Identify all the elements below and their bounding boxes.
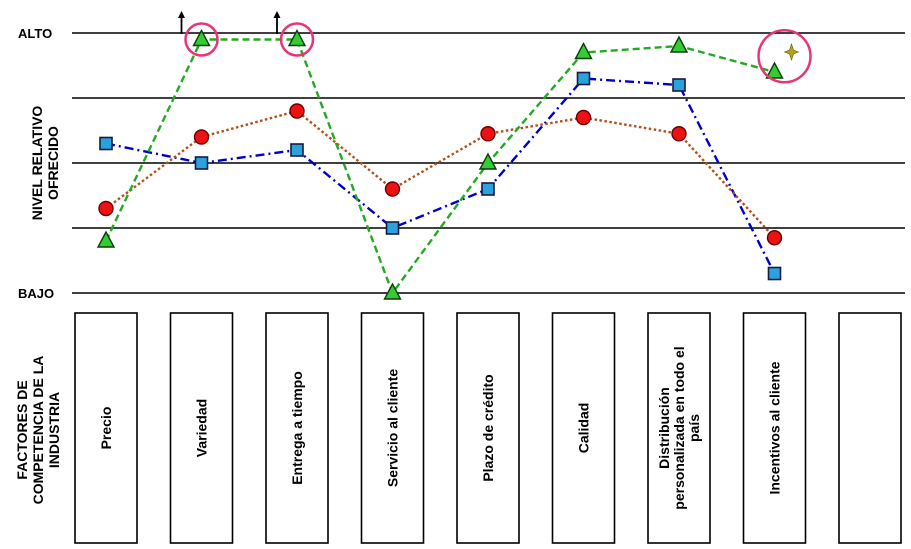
- data-point: [671, 126, 687, 142]
- x-axis-title-line: FACTORES DE: [14, 380, 30, 479]
- y-tick-labels: ALTO BAJO: [18, 26, 54, 301]
- data-point: [765, 61, 784, 79]
- data-point: [290, 143, 304, 157]
- data-point: [192, 29, 211, 47]
- data-point: [98, 200, 114, 217]
- category-box: [456, 312, 520, 544]
- category-label: Incentivos al cliente: [767, 361, 783, 494]
- series-line: [105, 109, 776, 239]
- data-point: [575, 109, 592, 126]
- category-box: [647, 312, 711, 544]
- category-label: Distribución: [656, 387, 672, 469]
- category-label: Plazo de crédito: [480, 374, 496, 481]
- data-point: [478, 152, 498, 170]
- data-point: [767, 266, 782, 281]
- data-point: [287, 29, 307, 47]
- data-point: [99, 136, 113, 151]
- y-axis-title-line: NIVEL RELATIVO: [29, 106, 45, 221]
- category-boxes: Precio Variedad Entrega a tiempo Servicio a…: [74, 312, 902, 544]
- data-point: [576, 71, 591, 86]
- highlight-circle: [757, 29, 812, 84]
- y-tick-label: ALTO: [18, 26, 52, 41]
- highlight-circle: [184, 22, 219, 57]
- category-box: [169, 312, 234, 544]
- data-point: [289, 103, 305, 119]
- category-box: [838, 312, 902, 544]
- x-axis-title-line: COMPETENCIA DE LA: [30, 356, 46, 505]
- data-point: [481, 182, 495, 196]
- category-box: [551, 312, 616, 544]
- data-point: [574, 42, 593, 60]
- series-line: [105, 77, 776, 275]
- category-label: país: [686, 414, 702, 442]
- data-point: [383, 282, 402, 300]
- data-point: [480, 126, 496, 142]
- data-point: [193, 129, 210, 145]
- category-box: [360, 312, 425, 544]
- data-point: [96, 230, 116, 248]
- x-axis-title-line: INDUSTRIA: [46, 392, 62, 468]
- category-label: personalizada en todo el: [671, 346, 687, 509]
- sparkle-icon: [783, 43, 800, 61]
- y-axis-title-line: OFRECIDO: [45, 126, 61, 200]
- category-box: [74, 312, 138, 544]
- arrow-up-icon: [178, 11, 185, 34]
- data-point: [669, 35, 689, 53]
- data-point: [385, 221, 400, 235]
- category-box: [742, 312, 807, 544]
- category-box: [265, 312, 329, 544]
- data-point: [194, 156, 209, 170]
- category-label: Precio: [98, 407, 114, 450]
- series-layer: [96, 29, 784, 300]
- series-triangle: [96, 29, 784, 300]
- category-label: Entrega a tiempo: [289, 371, 305, 485]
- category-label: Calidad: [576, 403, 592, 454]
- category-label: Servicio al cliente: [385, 369, 401, 487]
- arrow-up-icon: [273, 11, 281, 34]
- data-point: [384, 181, 401, 197]
- y-tick-label: BAJO: [18, 286, 54, 301]
- category-label: Variedad: [194, 399, 210, 457]
- data-point: [672, 78, 686, 92]
- annotation-layer: [178, 11, 812, 84]
- highlight-circle: [279, 22, 315, 57]
- x-axis-title: FACTORES DE COMPETENCIA DE LA INDUSTRIA: [14, 356, 62, 505]
- y-axis-title: NIVEL RELATIVO OFRECIDO: [29, 106, 61, 221]
- data-point: [766, 230, 783, 246]
- series-circle: [98, 103, 783, 246]
- series-square: [99, 71, 782, 281]
